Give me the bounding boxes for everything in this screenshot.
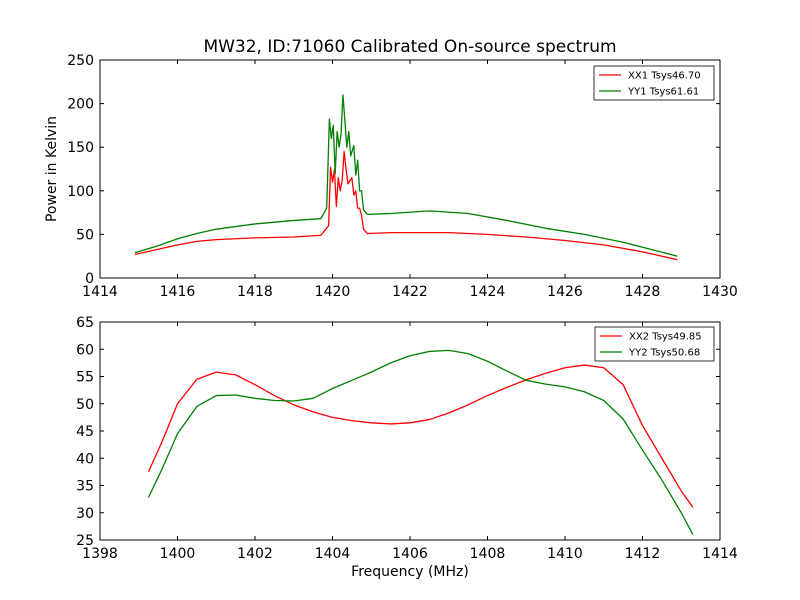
- series-line-yy1: [134, 94, 678, 257]
- legend-label-xx2: XX2 Tsys49.85: [629, 332, 702, 343]
- plot-frame-bottom: [99, 321, 721, 541]
- y-tick-label: 150: [67, 140, 94, 156]
- y-tick-label: 25: [76, 533, 94, 549]
- x-tick-label: 1424: [470, 284, 506, 300]
- y-tick-label: 60: [76, 342, 94, 358]
- x-tick-label: 1404: [315, 546, 351, 562]
- x-tick-label: 1420: [315, 284, 351, 300]
- x-tick-label: 1410: [547, 546, 583, 562]
- x-tick-label: 1414: [702, 546, 738, 562]
- y-tick-label: 40: [76, 451, 94, 467]
- legend-top: XX1 Tsys46.70 YY1 Tsys61.61: [593, 65, 715, 101]
- y-tick-label: 50: [76, 227, 94, 243]
- x-tick-label: 1430: [702, 284, 738, 300]
- x-tick-label: 1428: [625, 284, 661, 300]
- legend-box: [594, 326, 715, 362]
- y-tick-label: 35: [76, 479, 94, 495]
- y-axis-label: Power in Kelvin: [44, 116, 60, 222]
- series-line-xx2: [147, 364, 694, 508]
- legend-label-xx1: XX1 Tsys46.70: [628, 71, 701, 82]
- x-tick-label: 1400: [160, 546, 196, 562]
- y-tick-label: 45: [76, 424, 94, 440]
- top-plot: MW32, ID:71060 Calibrated On-source spec…: [44, 37, 738, 300]
- x-tick-label: 1398: [82, 546, 118, 562]
- y-tick-label: 250: [67, 53, 94, 69]
- x-tick-label: 1412: [625, 546, 661, 562]
- y-tick-label: 100: [67, 184, 94, 200]
- x-tick-label: 1422: [392, 284, 428, 300]
- y-tick-label: 200: [67, 97, 94, 113]
- legend-box: [593, 65, 715, 101]
- plot-frame-top: [99, 59, 721, 279]
- x-tick-label: 1406: [392, 546, 428, 562]
- legend-label-yy2: YY2 Tsys50.68: [628, 348, 700, 359]
- series-line-xx1: [134, 150, 678, 261]
- x-axis-label: Frequency (MHz): [351, 564, 469, 580]
- bottom-plot: Frequency (MHz) 1398 1400 1402 1404 1406 1408…: [76, 315, 738, 580]
- y-tick-label: 30: [76, 506, 94, 522]
- x-tick-label: 1426: [547, 284, 583, 300]
- x-tick-label: 1414: [82, 284, 118, 300]
- x-tick-label: 1402: [237, 546, 273, 562]
- y-tick-label: 65: [76, 315, 94, 331]
- y-tick-label: 50: [76, 397, 94, 413]
- x-tick-label: 1418: [237, 284, 273, 300]
- x-tick-label: 1416: [160, 284, 196, 300]
- y-tick-label: 0: [85, 271, 94, 287]
- x-tick-label: 1408: [470, 546, 506, 562]
- y-tick-label: 55: [76, 370, 94, 386]
- legend-bottom: XX2 Tsys49.85 YY2 Tsys50.68: [594, 326, 715, 362]
- legend-label-yy1: YY1 Tsys61.61: [627, 87, 699, 98]
- series-line-yy2: [147, 349, 694, 535]
- chart-title: MW32, ID:71060 Calibrated On-source spec…: [203, 37, 616, 57]
